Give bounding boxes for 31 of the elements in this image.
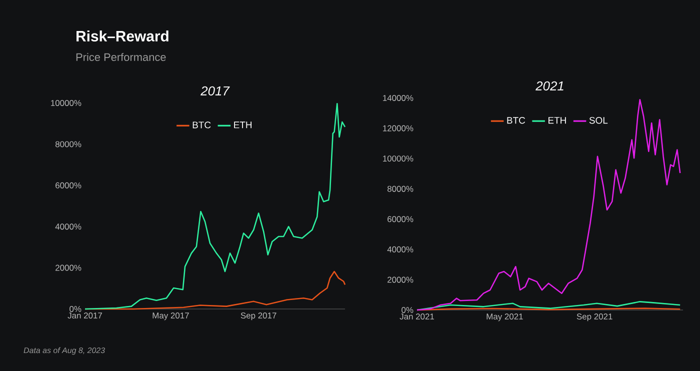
- y-tick-label: 8000%: [55, 141, 82, 148]
- legend-label: SOL: [589, 117, 608, 124]
- text: Price Performance: [76, 52, 166, 62]
- x-tick-label: Sep 2017: [240, 312, 276, 320]
- y-tick-label: 0%: [70, 306, 82, 312]
- y-tick-label: 0%: [402, 307, 414, 313]
- x-tick-label: May 2017: [152, 312, 189, 320]
- x-tick-label: Sep 2021: [576, 314, 612, 322]
- legend-label: BTC: [507, 117, 526, 124]
- y-tick-label: 2000%: [388, 276, 414, 283]
- chart-title: 2021: [536, 81, 564, 90]
- y-tick-label: 10000%: [383, 156, 414, 162]
- text: Risk–Reward: [76, 30, 168, 42]
- y-tick-label: 8000%: [387, 186, 414, 192]
- y-tick-label: 2000%: [56, 264, 82, 271]
- legend-label: ETH: [548, 117, 566, 124]
- x-tick-label: Jan 2021: [400, 314, 434, 320]
- line-series: [84, 102, 346, 310]
- legend-label: BTC: [192, 122, 211, 128]
- y-tick-label: 10000%: [51, 100, 82, 106]
- x-tick-label: Jan 2017: [68, 312, 102, 319]
- y-tick-label: 4000%: [55, 224, 82, 230]
- y-tick-label: 6000%: [388, 216, 414, 222]
- x-tick-label: May 2021: [486, 314, 523, 322]
- y-tick-label: 6000%: [56, 182, 82, 188]
- y-tick-label: 14000%: [383, 95, 414, 101]
- y-tick-label: 4000%: [387, 246, 414, 252]
- chart-title: 2017: [200, 86, 230, 96]
- line-series: [416, 301, 681, 311]
- y-tick-label: 12000%: [383, 125, 414, 132]
- legend-label: ETH: [234, 122, 252, 128]
